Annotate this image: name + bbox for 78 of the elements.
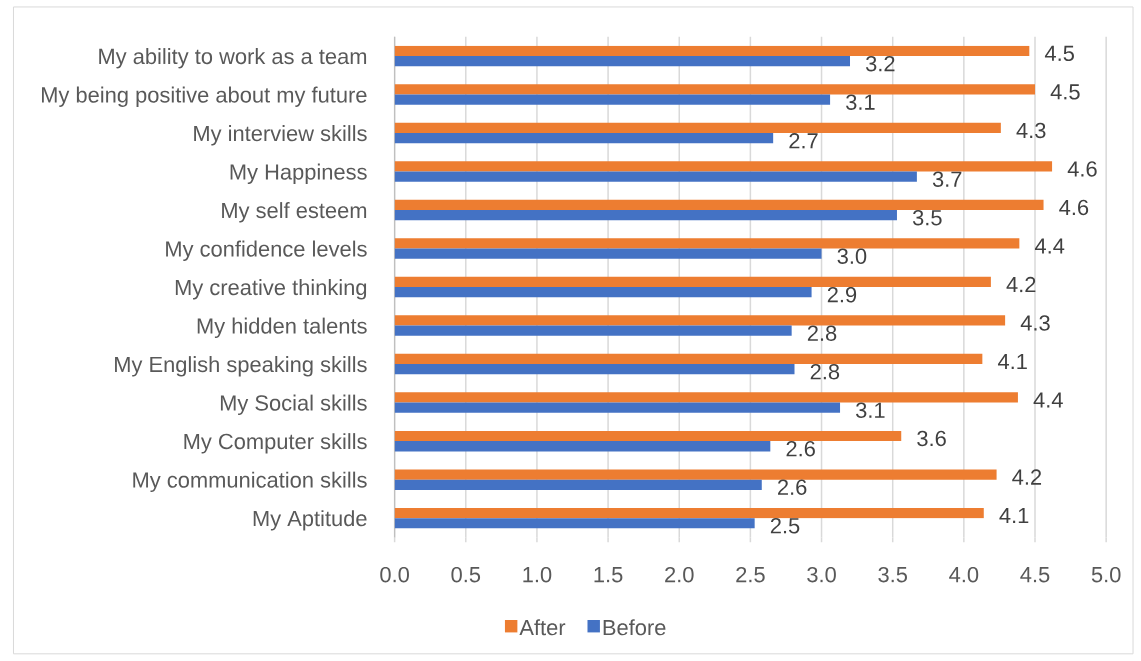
bar <box>394 84 1036 95</box>
data-label: 4.1 <box>997 354 1027 370</box>
x-tick-label: 1.5 <box>594 567 623 583</box>
bar <box>394 402 841 413</box>
bar <box>394 133 774 144</box>
bar <box>394 287 812 298</box>
x-tick-label: 5.0 <box>1091 567 1121 583</box>
x-tick-label: 2.5 <box>736 567 765 583</box>
x-tick-label: 4.5 <box>1020 567 1050 583</box>
data-label: 4.5 <box>1044 45 1074 62</box>
y-tick-label: My Happiness <box>230 163 367 185</box>
y-tick-label: My hidden talents <box>197 317 367 339</box>
data-label: 2.6 <box>778 479 807 496</box>
x-tick-label: 4.0 <box>949 567 979 583</box>
data-label: 4.3 <box>1020 315 1050 331</box>
y-tick-label: My Social skills <box>220 394 367 416</box>
data-label: 3.1 <box>856 402 885 419</box>
bar <box>394 161 1053 172</box>
data-label: 2.9 <box>827 287 857 303</box>
bar <box>394 171 917 182</box>
y-tick-label: My Aptitude <box>253 510 367 531</box>
y-tick-label: My being positive about my future <box>42 86 367 108</box>
x-tick-label: 3.5 <box>878 567 907 583</box>
bar <box>394 518 755 529</box>
data-label: 3.0 <box>837 248 867 265</box>
data-label: 2.7 <box>789 133 818 149</box>
bar <box>394 469 997 480</box>
x-tick-label: 3.0 <box>807 567 836 583</box>
data-label: 4.2 <box>1006 276 1036 293</box>
y-tick-label: My confidence levels <box>166 240 367 262</box>
bar <box>394 479 762 490</box>
x-tick-label: 0.0 <box>380 567 409 583</box>
data-label: 4.3 <box>1016 122 1046 139</box>
bar <box>394 45 1030 57</box>
x-tick-label: 0.5 <box>451 567 481 583</box>
bar <box>394 441 771 452</box>
data-label: 2.5 <box>770 518 800 534</box>
data-label: 4.4 <box>1034 238 1065 254</box>
data-label: 2.8 <box>810 364 840 380</box>
data-label: 3.7 <box>932 171 962 188</box>
y-tick-label: My creative thinking <box>175 279 367 300</box>
data-label: 4.4 <box>1033 392 1063 408</box>
bar <box>394 364 795 375</box>
legend-label: Before <box>603 619 666 636</box>
data-label: 4.6 <box>1067 161 1097 177</box>
bar <box>394 353 983 365</box>
x-tick-label: 2.0 <box>665 567 694 583</box>
data-label: 2.6 <box>786 441 815 457</box>
y-tick-label: My communication skills <box>133 471 367 493</box>
bar <box>394 507 984 519</box>
y-tick-label: My interview skills <box>194 125 367 146</box>
data-label: 3.6 <box>917 430 946 447</box>
data-label: 3.1 <box>846 94 875 111</box>
bar <box>394 94 831 105</box>
bar <box>394 56 851 67</box>
bar <box>394 199 1044 211</box>
data-label: 4.1 <box>999 508 1029 524</box>
data-label: 4.2 <box>1012 469 1042 485</box>
bar <box>394 238 1020 249</box>
x-tick-label: 1.0 <box>523 567 552 583</box>
bar <box>394 248 822 259</box>
legend-label: After <box>519 619 566 636</box>
data-label: 3.5 <box>912 210 942 226</box>
y-tick-label: My self esteem <box>222 202 367 223</box>
bar <box>394 392 1018 403</box>
data-label: 4.6 <box>1059 199 1089 216</box>
data-label: 4.5 <box>1050 84 1080 100</box>
data-label: 3.2 <box>865 56 895 72</box>
bar <box>394 315 1006 326</box>
bar <box>394 276 991 288</box>
bar <box>394 430 902 442</box>
y-tick-label: My English speaking skills <box>115 356 367 377</box>
bar <box>394 210 897 221</box>
bar <box>394 122 1001 134</box>
y-tick-label: My ability to work as a team <box>99 48 367 69</box>
data-label: 2.8 <box>807 325 837 342</box>
bar <box>394 325 792 336</box>
y-tick-label: My Computer skills <box>184 433 367 454</box>
